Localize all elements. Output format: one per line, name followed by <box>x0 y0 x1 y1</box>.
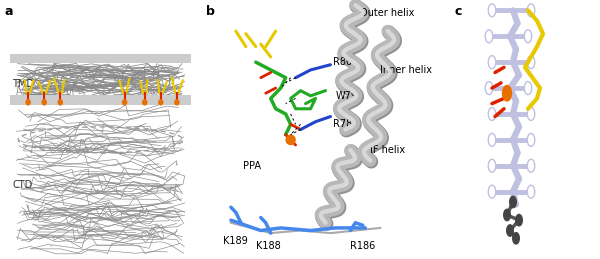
Text: b: b <box>206 5 215 18</box>
Bar <box>10 95 191 105</box>
Circle shape <box>527 133 535 146</box>
Circle shape <box>485 82 493 95</box>
Circle shape <box>516 214 522 226</box>
Circle shape <box>488 159 496 172</box>
Text: Inner helix: Inner helix <box>380 65 432 75</box>
Circle shape <box>286 135 295 145</box>
Text: TMD: TMD <box>12 79 34 89</box>
Circle shape <box>527 56 535 69</box>
Text: c: c <box>455 5 462 18</box>
Circle shape <box>488 107 496 120</box>
Text: R80: R80 <box>333 57 352 67</box>
Circle shape <box>503 85 511 101</box>
Circle shape <box>488 56 496 69</box>
Text: R78: R78 <box>333 119 352 129</box>
Text: R186: R186 <box>350 241 376 251</box>
Circle shape <box>527 185 535 198</box>
Circle shape <box>26 100 30 105</box>
Circle shape <box>159 100 163 105</box>
Text: K189: K189 <box>223 236 248 246</box>
Circle shape <box>527 4 535 17</box>
Circle shape <box>143 100 147 105</box>
Text: K188: K188 <box>256 241 281 251</box>
Circle shape <box>513 233 519 244</box>
Text: CTD: CTD <box>12 180 32 190</box>
Circle shape <box>175 100 179 105</box>
Circle shape <box>485 30 493 43</box>
Text: PPA: PPA <box>244 161 262 171</box>
Text: IF helix: IF helix <box>370 145 406 155</box>
Circle shape <box>506 225 513 236</box>
Circle shape <box>527 159 535 172</box>
Circle shape <box>488 4 496 17</box>
Circle shape <box>42 100 46 105</box>
Circle shape <box>510 196 516 208</box>
Circle shape <box>527 107 535 120</box>
Circle shape <box>504 209 510 221</box>
Circle shape <box>58 100 62 105</box>
Circle shape <box>524 30 532 43</box>
Bar <box>10 54 191 63</box>
Text: Outer helix: Outer helix <box>361 8 415 18</box>
Text: W79: W79 <box>335 91 358 101</box>
Circle shape <box>524 82 532 95</box>
Text: a: a <box>4 5 13 18</box>
Circle shape <box>488 133 496 146</box>
Circle shape <box>488 185 496 198</box>
Circle shape <box>122 100 127 105</box>
